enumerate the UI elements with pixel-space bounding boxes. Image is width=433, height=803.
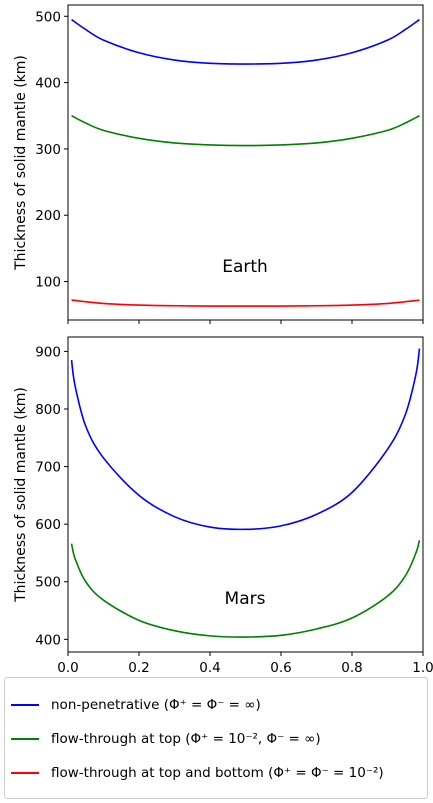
x-tick-label: 0.4 bbox=[199, 660, 220, 675]
y-axis-label: Thickness of solid mantle (km) bbox=[13, 55, 29, 271]
legend-item-flow-through-top-bottom: flow-through at top and bottom (Φ⁺ = Φ⁻ … bbox=[11, 758, 384, 788]
y-tick-label: 400 bbox=[35, 76, 61, 92]
series-line-0 bbox=[71, 18, 420, 65]
series-line-2 bbox=[71, 299, 420, 307]
legend-item-flow-through-top: flow-through at top (Φ⁺ = 10⁻², Φ⁻ = ∞) bbox=[11, 724, 321, 754]
series-line-0 bbox=[70, 348, 421, 531]
y-tick-label: 900 bbox=[35, 344, 61, 360]
panel-label: Mars bbox=[225, 589, 266, 609]
x-tick-label: 0.0 bbox=[57, 660, 78, 675]
y-axis-label: Thickness of solid mantle (km) bbox=[13, 387, 29, 603]
series-line-1 bbox=[71, 115, 420, 147]
y-tick-label: 500 bbox=[35, 575, 61, 591]
legend-swatch bbox=[11, 772, 39, 774]
y-tick-label: 400 bbox=[35, 632, 61, 648]
y-tick-label: 100 bbox=[35, 275, 61, 291]
y-tick-label: 700 bbox=[35, 460, 61, 476]
plot-frame bbox=[67, 4, 424, 321]
legend-label: flow-through at top (Φ⁺ = 10⁻², Φ⁻ = ∞) bbox=[51, 731, 321, 747]
plot-frame bbox=[67, 336, 424, 653]
legend-item-non-penetrative: non-penetrative (Φ⁺ = Φ⁻ = ∞) bbox=[11, 690, 261, 720]
y-tick-label: 300 bbox=[35, 142, 61, 158]
legend: non-penetrative (Φ⁺ = Φ⁻ = ∞) flow-throu… bbox=[4, 677, 428, 799]
legend-label: flow-through at top and bottom (Φ⁺ = Φ⁻ … bbox=[51, 765, 384, 781]
legend-label: non-penetrative (Φ⁺ = Φ⁻ = ∞) bbox=[51, 697, 261, 713]
x-tick-label: 0.8 bbox=[341, 660, 362, 675]
series-line-1 bbox=[70, 540, 421, 638]
mars-panel: 400 500 600 700 800 900 0.0 0.2 0.4 0.6 0.8 1.0 Thic… bbox=[13, 336, 433, 675]
y-tick-label: 800 bbox=[35, 402, 61, 418]
x-tick-label: 0.6 bbox=[270, 660, 291, 675]
legend-swatch bbox=[11, 738, 39, 740]
y-tick-label: 500 bbox=[35, 9, 61, 25]
y-tick-label: 600 bbox=[35, 517, 61, 533]
y-tick-label: 200 bbox=[35, 208, 61, 224]
figure: 100 200 300 400 500 Thickness of solid mantle… bbox=[13, 4, 433, 675]
x-tick-label: 1.0 bbox=[412, 660, 433, 675]
legend-swatch bbox=[11, 704, 39, 706]
panel-label: Earth bbox=[222, 257, 268, 277]
x-tick-label: 0.2 bbox=[128, 660, 149, 675]
earth-panel: 100 200 300 400 500 Thickness of solid mantle… bbox=[13, 4, 424, 324]
